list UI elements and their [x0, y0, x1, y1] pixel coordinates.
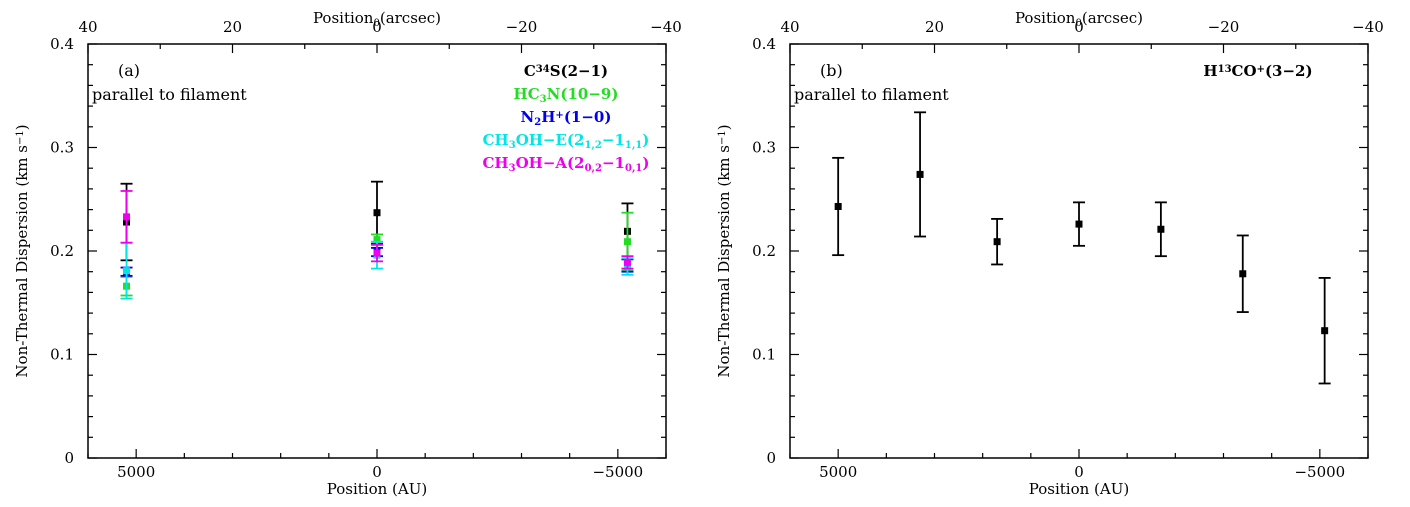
panel-label: (a) [118, 61, 140, 80]
panel-annotation: parallel to filament [794, 85, 949, 104]
panel-label: (b) [820, 61, 843, 80]
data-point [916, 170, 924, 178]
top-x-tick-label: −20 [1208, 18, 1240, 36]
panel-b: 5000 0 −5000 40 20 0 −20 −40 0 0.1 0.2 0.3 0.4 Positi… [715, 9, 1384, 498]
y-tick-label: 0 [766, 449, 776, 467]
data-point [1075, 220, 1083, 228]
y-tick-label: 0.3 [752, 139, 776, 157]
legend-entry: H13CO+(3−2) [1203, 62, 1312, 80]
y-tick-label: 0.2 [50, 242, 74, 260]
y-tick-label: 0.3 [50, 139, 74, 157]
data-point [623, 258, 631, 266]
legend-entry: CH3OH−A(20,2−10,1) [482, 154, 649, 174]
data-point [993, 238, 1001, 246]
legend-entry: N2H+(1−0) [521, 108, 612, 128]
data-point [834, 202, 842, 210]
series-0 [832, 111, 1331, 385]
y-tick-label: 0.1 [752, 346, 776, 364]
x-axis-label: Position (AU) [1029, 480, 1129, 498]
x-tick-label: 0 [372, 463, 382, 481]
y-tick-label: 0.4 [50, 35, 74, 53]
top-x-tick-label: 0 [1074, 18, 1084, 36]
x-tick-label: 5000 [819, 463, 857, 481]
x-tick-label: 5000 [117, 463, 155, 481]
plot-frame [789, 43, 1369, 459]
data-point [123, 213, 131, 221]
top-x-tick-label: 20 [223, 18, 242, 36]
y-tick-label: 0.4 [752, 35, 776, 53]
x-axis-label: Position (AU) [327, 480, 427, 498]
x-tick-label: 0 [1074, 463, 1084, 481]
data-point [623, 238, 631, 246]
data-point [1239, 270, 1247, 278]
y-tick-label: 0.2 [752, 242, 776, 260]
y-axis-label: Non-Thermal Dispersion (km s−1) [715, 124, 733, 377]
top-x-tick-label: 0 [372, 18, 382, 36]
data-point [1157, 225, 1165, 233]
data-point [373, 209, 381, 217]
x-tick-label: −5000 [592, 463, 643, 481]
series-4 [120, 190, 634, 270]
y-tick-label: 0.1 [50, 346, 74, 364]
top-x-tick-label: −40 [650, 18, 682, 36]
data-point [1321, 327, 1329, 335]
data-point [373, 236, 381, 244]
top-x-tick-label: 20 [925, 18, 944, 36]
top-x-tick-label: −40 [1352, 18, 1384, 36]
legend-entry: CH3OH−E(21,2−11,1) [483, 131, 650, 151]
top-x-axis-label: Position0(arcsec) [1015, 9, 1143, 29]
data-point [123, 267, 131, 275]
y-tick-label: 0 [64, 449, 74, 467]
top-x-tick-label: 40 [78, 18, 97, 36]
x-tick-label: −5000 [1294, 463, 1345, 481]
legend-entry: C34S(2−1) [524, 62, 608, 80]
top-x-tick-label: 40 [780, 18, 799, 36]
panel-a: 5000 0 −5000 40 20 0 −20 −40 0 0.1 0.2 0.3 0.4 Positi… [13, 9, 682, 498]
y-axis-label: Non-Thermal Dispersion (km s−1) [13, 124, 31, 377]
top-x-tick-label: −20 [506, 18, 538, 36]
data-point [373, 249, 381, 257]
legend-entry: HC3N(10−9) [514, 85, 619, 105]
panel-annotation: parallel to filament [92, 85, 247, 104]
top-x-axis-label: Position0(arcsec) [313, 9, 441, 29]
